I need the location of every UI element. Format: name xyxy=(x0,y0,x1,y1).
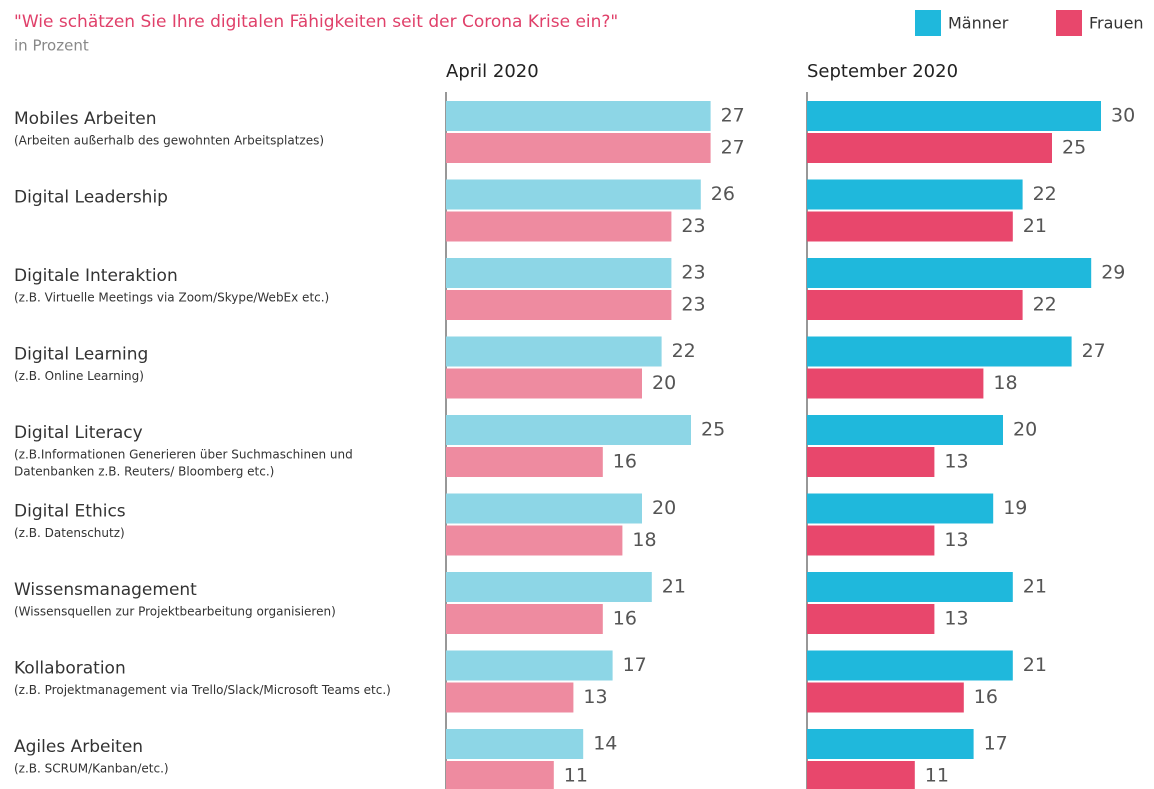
category-label: Digitale Interaktion xyxy=(14,266,178,286)
bar xyxy=(807,572,1013,602)
bar xyxy=(807,525,935,556)
category-label: Wissensmanagement xyxy=(14,580,197,600)
bar xyxy=(446,493,642,524)
category-label: Kollaboration xyxy=(14,659,126,679)
chart-title: "Wie schätzen Sie Ihre digitalen Fähigke… xyxy=(14,12,618,32)
bar xyxy=(807,447,935,477)
category-note: (Wissensquellen zur Projektbearbeitung o… xyxy=(14,605,336,619)
bar xyxy=(807,101,1101,131)
value-label: 11 xyxy=(925,765,949,787)
value-label: 25 xyxy=(1062,137,1086,159)
value-label: 18 xyxy=(993,372,1017,394)
bar xyxy=(446,604,603,634)
value-label: 21 xyxy=(662,576,686,598)
bar xyxy=(807,604,935,634)
bar xyxy=(807,368,984,399)
category-label: Digital Literacy xyxy=(14,423,143,443)
value-label: 23 xyxy=(681,262,705,284)
bar xyxy=(807,493,994,524)
value-label: 16 xyxy=(974,686,998,708)
bar xyxy=(446,179,701,210)
bar xyxy=(446,211,672,242)
value-label: 17 xyxy=(623,654,647,676)
value-label: 30 xyxy=(1111,105,1135,127)
bar xyxy=(446,368,642,399)
category-label: Digital Leadership xyxy=(14,188,168,208)
value-label: 25 xyxy=(701,419,725,441)
bar xyxy=(446,525,623,556)
bar xyxy=(807,179,1023,210)
bar xyxy=(446,101,711,131)
value-label: 27 xyxy=(1082,340,1106,362)
value-label: 22 xyxy=(1033,183,1057,205)
value-label: 27 xyxy=(721,105,745,127)
bar xyxy=(446,761,554,789)
bar xyxy=(807,650,1013,681)
category-note: (z.B.Informationen Generieren über Suchm… xyxy=(14,448,353,462)
category-label: Digital Learning xyxy=(14,345,148,365)
bar xyxy=(807,682,964,713)
bar xyxy=(807,211,1013,242)
bar xyxy=(446,258,672,288)
bar xyxy=(807,290,1023,320)
legend-label: Männer xyxy=(948,14,1009,33)
bar xyxy=(807,258,1092,288)
value-label: 26 xyxy=(711,183,735,205)
bar xyxy=(446,133,711,163)
category-note: (z.B. Datenschutz) xyxy=(14,526,125,540)
value-label: 22 xyxy=(1033,294,1057,316)
category-note: (z.B. Online Learning) xyxy=(14,369,144,383)
value-label: 11 xyxy=(564,765,588,787)
panel-title: September 2020 xyxy=(807,61,958,82)
value-label: 20 xyxy=(652,372,676,394)
value-label: 14 xyxy=(593,733,617,755)
bar xyxy=(807,761,915,789)
value-label: 22 xyxy=(672,340,696,362)
category-note: (z.B. Virtuelle Meetings via Zoom/Skype/… xyxy=(14,291,329,305)
value-label: 13 xyxy=(944,451,968,473)
bar xyxy=(446,447,603,477)
value-label: 23 xyxy=(681,215,705,237)
legend-swatch xyxy=(1056,10,1082,36)
category-note: (z.B. SCRUM/Kanban/etc.) xyxy=(14,762,169,776)
value-label: 17 xyxy=(984,733,1008,755)
value-label: 20 xyxy=(1013,419,1037,441)
value-label: 21 xyxy=(1023,654,1047,676)
bar xyxy=(446,336,662,367)
value-label: 13 xyxy=(944,608,968,630)
value-label: 13 xyxy=(583,686,607,708)
bar xyxy=(807,133,1052,163)
bar xyxy=(807,415,1003,445)
category-label: Digital Ethics xyxy=(14,502,126,522)
value-label: 18 xyxy=(632,529,656,551)
category-note: (Arbeiten außerhalb des gewohnten Arbeit… xyxy=(14,134,324,148)
chart-subtitle: in Prozent xyxy=(14,37,89,55)
bar xyxy=(807,729,974,759)
bar xyxy=(446,572,652,602)
value-label: 20 xyxy=(652,497,676,519)
value-label: 23 xyxy=(681,294,705,316)
legend-swatch xyxy=(915,10,941,36)
value-label: 19 xyxy=(1003,497,1027,519)
bar xyxy=(446,290,672,320)
bar xyxy=(807,336,1072,367)
bar xyxy=(446,650,613,681)
category-note: Datenbanken z.B. Reuters/ Bloomberg etc.… xyxy=(14,465,274,479)
bar xyxy=(446,415,691,445)
value-label: 29 xyxy=(1101,262,1125,284)
value-label: 16 xyxy=(613,608,637,630)
value-label: 21 xyxy=(1023,215,1047,237)
panel-title: April 2020 xyxy=(446,61,539,82)
legend-label: Frauen xyxy=(1089,14,1144,33)
value-label: 27 xyxy=(721,137,745,159)
bar xyxy=(446,729,584,759)
category-label: Mobiles Arbeiten xyxy=(14,109,157,129)
category-label: Agiles Arbeiten xyxy=(14,737,143,757)
value-label: 16 xyxy=(613,451,637,473)
category-note: (z.B. Projektmanagement via Trello/Slack… xyxy=(14,683,391,697)
bar xyxy=(446,682,574,713)
value-label: 21 xyxy=(1023,576,1047,598)
value-label: 13 xyxy=(944,529,968,551)
